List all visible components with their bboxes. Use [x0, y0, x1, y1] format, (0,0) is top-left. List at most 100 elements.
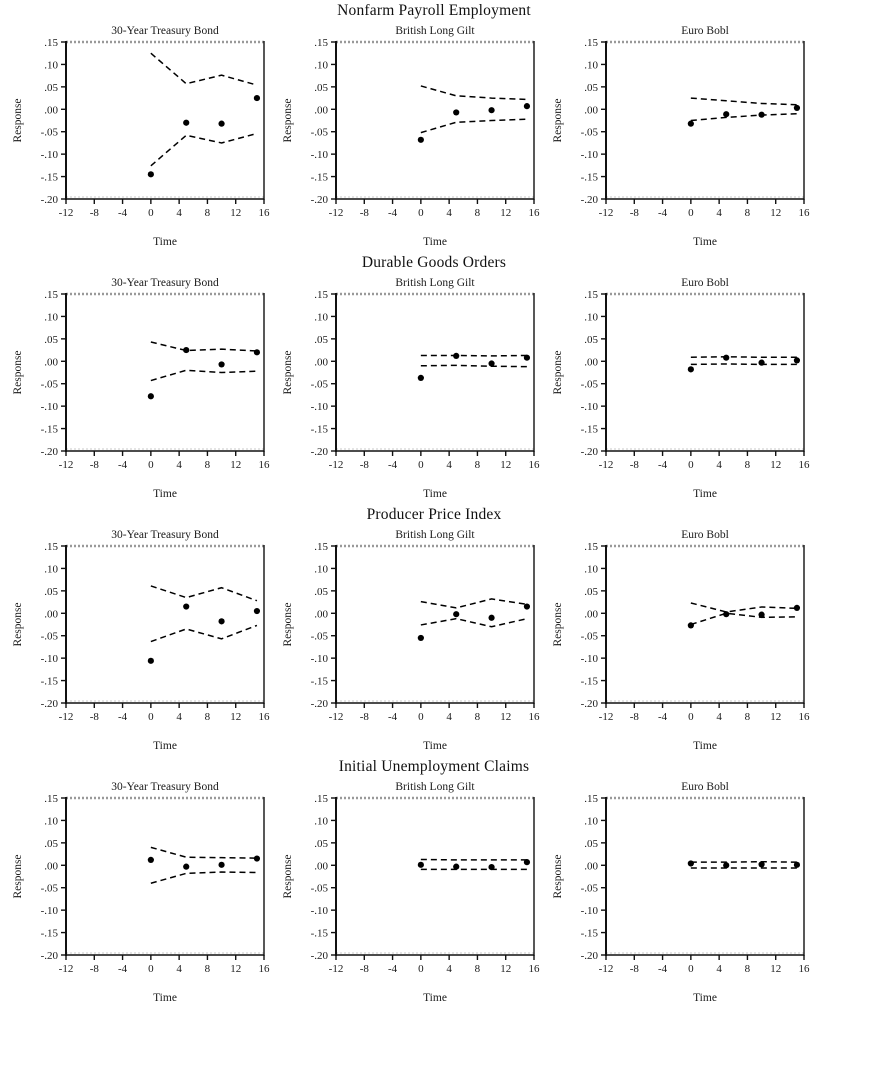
y-tick-label: .00: [44, 356, 58, 368]
y-tick-label: .15: [584, 793, 598, 805]
x-tick-label: 12: [770, 963, 781, 975]
y-axis-label: Response: [12, 602, 24, 646]
y-tick-label: .05: [584, 334, 598, 346]
response-point-estimate: [793, 861, 801, 868]
y-tick-label: .10: [584, 815, 598, 827]
x-axis-label: Time: [153, 236, 177, 248]
response-point-estimate: [417, 861, 424, 868]
response-point-estimate: [183, 863, 190, 870]
x-tick-label: 4: [446, 207, 452, 219]
y-tick-label: -.05: [581, 379, 599, 391]
y-tick-label: .05: [584, 586, 598, 598]
x-tick-label: 16: [799, 207, 811, 219]
y-tick-label: .15: [314, 541, 328, 553]
response-point-estimate: [758, 861, 765, 868]
response-point-estimate: [488, 360, 495, 367]
x-tick-label: -4: [118, 963, 128, 975]
response-point-estimate: [687, 120, 694, 127]
x-axis-label: Time: [423, 236, 447, 248]
y-tick-label: .15: [44, 541, 58, 553]
y-tick-label: .15: [44, 289, 58, 301]
x-tick-label: 8: [745, 711, 751, 723]
x-tick-label: 16: [259, 711, 271, 723]
x-tick-label: 16: [259, 459, 271, 471]
response-panel-chart: 30-Year Treasury Bond .15 .10 .05 .00 -.05 -.1…: [12, 25, 270, 248]
response-point-estimate: [253, 855, 261, 862]
response-point-estimate: [723, 111, 730, 118]
x-tick-label: 0: [688, 963, 694, 975]
x-axis-label: Time: [423, 992, 447, 1004]
response-point-estimate: [453, 863, 460, 870]
y-tick-label: -.10: [311, 401, 329, 413]
response-point-estimate: [523, 354, 531, 361]
confidence-band-lower: [150, 132, 258, 167]
confidence-band-upper: [150, 341, 257, 352]
y-axis-label: Response: [282, 350, 294, 394]
panel-euro-bobl: Euro Bobl .15 .10 .05 .00 -.05 -.10 -.15 -.20 -12…: [548, 22, 818, 250]
response-point-estimate: [793, 357, 801, 364]
x-tick-label: 16: [799, 711, 811, 723]
response-point-estimate: [758, 111, 765, 118]
x-tick-label: 12: [230, 459, 241, 471]
x-tick-label: 12: [770, 459, 781, 471]
x-tick-label: 8: [475, 711, 481, 723]
x-tick-label: -4: [118, 459, 128, 471]
x-tick-label: -12: [599, 963, 614, 975]
panel-british-long-gilt: British Long Gilt .15 .10 .05 .00 -.05 -.10 -.1…: [278, 526, 548, 754]
response-panel-chart: British Long Gilt .15 .10 .05 .00 -.05 -.10 -.1…: [282, 781, 540, 1004]
panel-title: British Long Gilt: [395, 529, 475, 541]
panel-title: British Long Gilt: [395, 25, 475, 37]
y-tick-label: .05: [584, 838, 598, 850]
x-tick-label: -12: [59, 963, 74, 975]
y-tick-label: -.15: [581, 424, 599, 436]
y-tick-label: -.20: [311, 446, 329, 458]
y-tick-label: .10: [314, 563, 328, 575]
x-tick-label: 16: [529, 207, 541, 219]
panel-british-long-gilt: British Long Gilt .15 .10 .05 .00 -.05 -.10 -.1…: [278, 274, 548, 502]
response-point-estimate: [253, 607, 261, 615]
x-tick-label: 12: [770, 207, 781, 219]
response-point-estimate: [453, 352, 460, 360]
y-tick-label: .00: [584, 608, 598, 620]
x-tick-label: 0: [688, 459, 694, 471]
y-tick-label: .00: [584, 860, 598, 872]
y-axis-label: Response: [12, 854, 24, 898]
panel-title: 30-Year Treasury Bond: [111, 781, 219, 793]
y-tick-label: -.10: [41, 401, 59, 413]
response-point-estimate: [218, 120, 225, 127]
y-axis-label: Response: [282, 854, 294, 898]
y-axis-label: Response: [552, 98, 564, 142]
y-tick-label: .00: [584, 356, 598, 368]
y-tick-label: -.10: [41, 905, 59, 917]
y-tick-label: -.10: [311, 905, 329, 917]
y-tick-label: .10: [44, 59, 58, 71]
x-tick-label: 4: [716, 963, 722, 975]
x-tick-label: -8: [630, 459, 640, 471]
y-tick-label: -.15: [311, 424, 329, 436]
x-tick-label: 16: [529, 459, 541, 471]
y-tick-label: -.20: [311, 194, 329, 206]
x-tick-label: 12: [230, 711, 241, 723]
y-tick-label: -.15: [311, 172, 329, 184]
y-tick-label: .05: [44, 586, 58, 598]
x-tick-label: 4: [176, 711, 182, 723]
x-tick-label: 12: [230, 207, 241, 219]
x-tick-label: -4: [118, 207, 128, 219]
x-tick-label: 12: [500, 963, 511, 975]
response-point-estimate: [253, 94, 261, 102]
y-tick-label: .10: [584, 563, 598, 575]
response-point-estimate: [488, 863, 495, 871]
x-tick-label: 0: [418, 963, 424, 975]
x-tick-label: 4: [716, 711, 722, 723]
x-tick-label: -4: [658, 459, 668, 471]
confidence-band-lower: [150, 369, 257, 382]
x-tick-label: -12: [329, 459, 344, 471]
x-tick-label: -8: [90, 711, 100, 723]
response-point-estimate: [253, 349, 261, 356]
x-tick-label: -8: [360, 207, 370, 219]
x-tick-label: -8: [630, 207, 640, 219]
y-tick-label: .00: [314, 356, 328, 368]
x-tick-label: -8: [90, 207, 100, 219]
x-tick-label: 4: [446, 963, 452, 975]
panel-british-long-gilt: British Long Gilt .15 .10 .05 .00 -.05 -.10 -.1…: [278, 22, 548, 250]
